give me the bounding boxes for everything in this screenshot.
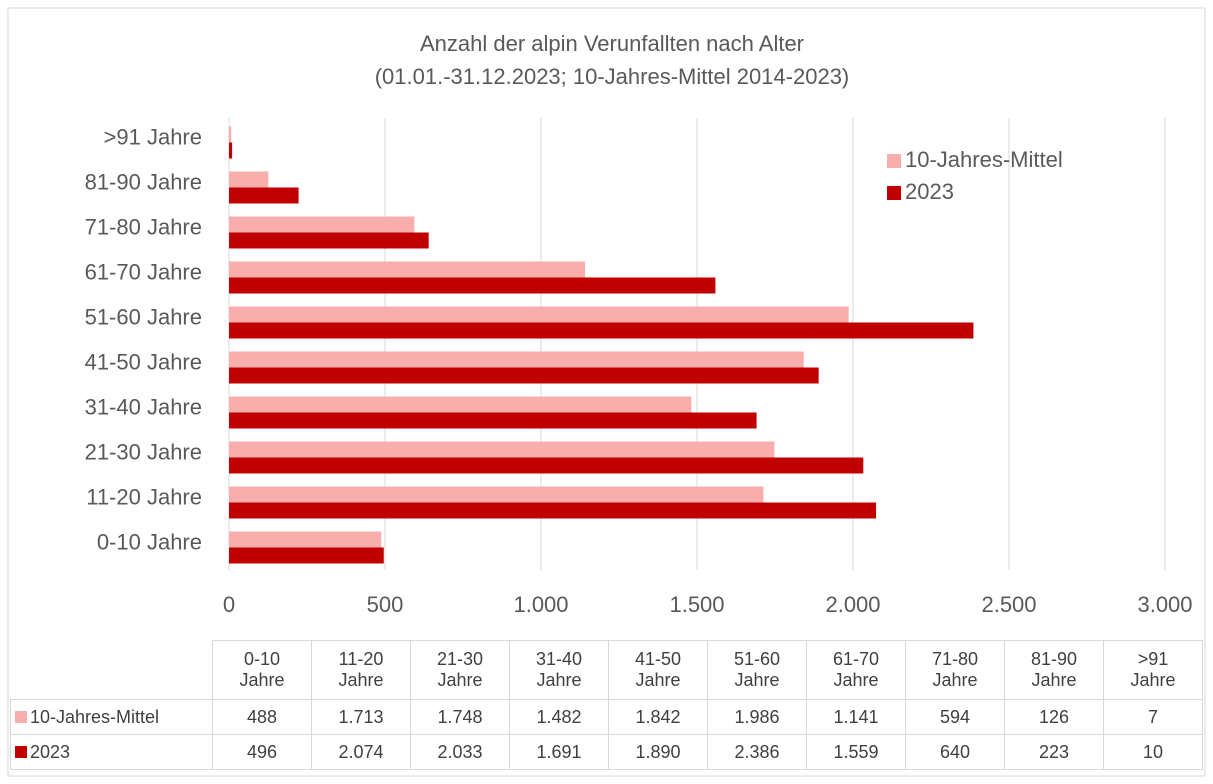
table-series-name: 2023 (30, 741, 71, 762)
table-header-cell: 81-90 Jahre (1004, 640, 1104, 700)
bar (229, 306, 849, 323)
table-value: 7 (1103, 699, 1203, 735)
bar (229, 277, 716, 294)
table-value: 1.842 (608, 699, 708, 735)
table-header-text: 81-90 Jahre (1030, 649, 1078, 690)
bar (229, 412, 757, 429)
table-header-text: 71-80 Jahre (931, 649, 979, 690)
table-header-text: 31-40 Jahre (535, 649, 583, 690)
bar (229, 216, 415, 233)
x-tick-label: 3.000 (1137, 592, 1192, 617)
y-tick-label: 71-80 Jahre (85, 214, 202, 239)
table-value: 223 (1004, 734, 1104, 770)
table-value: 1.986 (707, 699, 807, 735)
bar (229, 261, 585, 278)
table-swatch (15, 710, 27, 723)
x-tick-label: 1.500 (669, 592, 724, 617)
chart-title: Anzahl der alpin Verunfallten nach Alter (420, 31, 804, 56)
legend-swatch (887, 154, 901, 168)
bar (229, 531, 382, 548)
x-tick-label: 0 (223, 592, 235, 617)
table-value: 1.691 (509, 734, 609, 770)
table-value: 1.713 (311, 699, 411, 735)
table-row: 10-Jahres-Mittel 488 1.713 1.748 1.482 1.842 1… (10, 699, 1203, 735)
table-header-text: >91 Jahre (1130, 649, 1176, 690)
table-header-text: 21-30 Jahre (436, 649, 484, 690)
table-swatch (15, 745, 27, 758)
table-value: 594 (905, 699, 1005, 735)
y-tick-label: 21-30 Jahre (85, 439, 202, 464)
table-value: 1.482 (509, 699, 609, 735)
table-header-text: 51-60 Jahre (733, 649, 781, 690)
y-tick-label: 51-60 Jahre (85, 304, 202, 329)
table-header-cell: 41-50 Jahre (608, 640, 708, 700)
table-value: 2.033 (410, 734, 510, 770)
bar (229, 457, 864, 474)
chart-subtitle: (01.01.-31.12.2023; 10-Jahres-Mittel 201… (375, 64, 850, 89)
x-tick-label: 2.500 (981, 592, 1036, 617)
y-tick-label: 0-10 Jahre (97, 529, 202, 554)
table-value: 126 (1004, 699, 1104, 735)
y-tick-label: 31-40 Jahre (85, 394, 202, 419)
table-value: 488 (212, 699, 312, 735)
bar (229, 126, 232, 143)
bar (229, 322, 974, 339)
x-tick-label: 2.000 (825, 592, 880, 617)
table-value: 2.074 (311, 734, 411, 770)
table-value: 496 (212, 734, 312, 770)
table-header-cell: 61-70 Jahre (806, 640, 906, 700)
bar (229, 232, 429, 249)
bar (229, 187, 299, 204)
table-header-text: 41-50 Jahre (634, 649, 682, 690)
x-tick-label: 500 (367, 592, 404, 617)
y-tick-label: 11-20 Jahre (86, 484, 202, 509)
table-header-cell: 51-60 Jahre (707, 640, 807, 700)
table-header-text: 11-20 Jahre (338, 649, 384, 690)
table-series-cell: 10-Jahres-Mittel (10, 699, 213, 735)
y-tick-label: 61-70 Jahre (85, 259, 202, 284)
bar (229, 441, 775, 458)
y-tick-label: >91 Jahre (104, 124, 202, 149)
table-header-cell: 0-10 Jahre (212, 640, 312, 700)
table-value: 1.890 (608, 734, 708, 770)
bar (229, 502, 877, 519)
legend-label: 2023 (905, 179, 954, 204)
table-series-name: 10-Jahres-Mittel (30, 706, 160, 727)
table-header-cell: 31-40 Jahre (509, 640, 609, 700)
table-header-cell: >91 Jahre (1103, 640, 1203, 700)
table-header-text: 61-70 Jahre (832, 649, 880, 690)
table-row: 2023 496 2.074 2.033 1.691 1.890 2.386 1.559 640… (10, 734, 1203, 770)
legend-label: 10-Jahres-Mittel (905, 147, 1063, 172)
table-series-cell: 2023 (10, 734, 213, 770)
table-header-cell: 11-20 Jahre (311, 640, 411, 700)
bar (229, 367, 819, 384)
table-value: 1.141 (806, 699, 906, 735)
table-value: 640 (905, 734, 1005, 770)
x-tick-label: 1.000 (513, 592, 568, 617)
legend-swatch (887, 186, 901, 200)
bar (229, 547, 384, 564)
table-header-cell: 71-80 Jahre (905, 640, 1005, 700)
table-header-row: 0-10 Jahre 11-20 Jahre 21-30 Jahre 31-40 Ja… (11, 640, 1203, 700)
chart-border (7, 7, 1206, 777)
table-value: 2.386 (707, 734, 807, 770)
bar (229, 142, 233, 159)
bar (229, 171, 269, 188)
bar (229, 351, 804, 368)
table-value: 1.748 (410, 699, 510, 735)
table-value: 1.559 (806, 734, 906, 770)
y-tick-label: 41-50 Jahre (85, 349, 202, 374)
table-header-text: 0-10 Jahre (239, 649, 285, 690)
data-table: 0-10 Jahre 11-20 Jahre 21-30 Jahre 31-40 Ja… (10, 640, 1203, 770)
table-corner (11, 641, 213, 700)
bar (229, 396, 692, 413)
y-tick-label: 81-90 Jahre (85, 169, 202, 194)
table-value: 10 (1103, 734, 1203, 770)
bar (229, 486, 764, 503)
table-header-cell: 21-30 Jahre (410, 640, 510, 700)
